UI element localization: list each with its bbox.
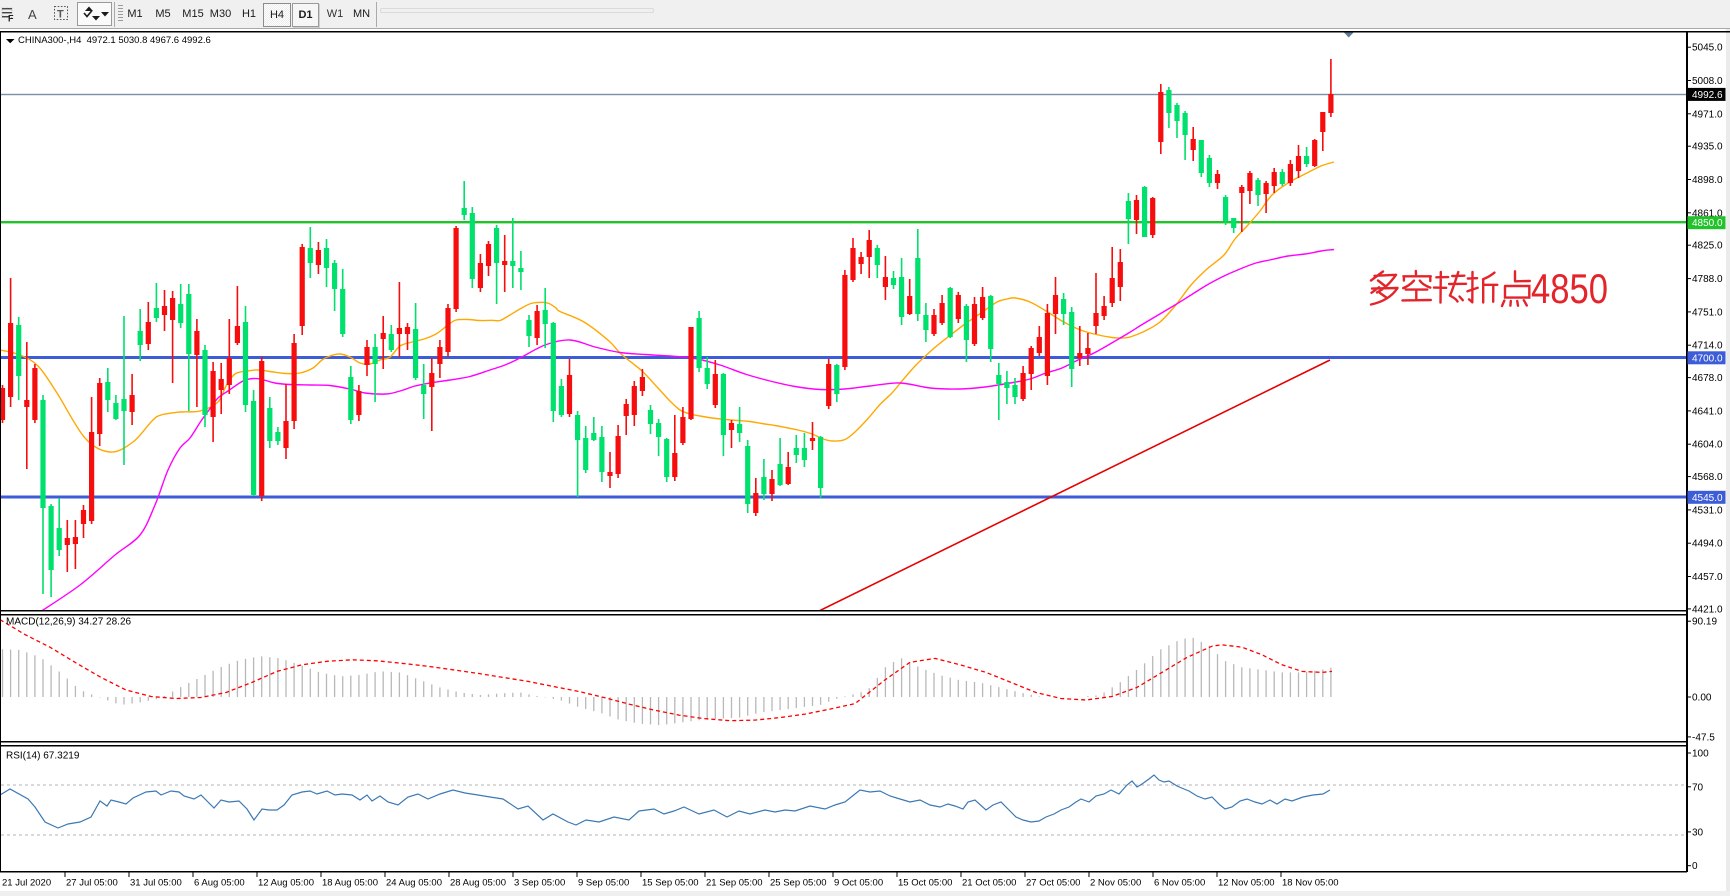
svg-text:25 Sep 05:00: 25 Sep 05:00 <box>770 878 827 889</box>
svg-text:4678.0: 4678.0 <box>1692 373 1723 384</box>
svg-text:21 Oct 05:00: 21 Oct 05:00 <box>962 878 1016 889</box>
svg-text:4714.0: 4714.0 <box>1692 341 1723 352</box>
svg-text:12 Nov 05:00: 12 Nov 05:00 <box>1218 878 1275 889</box>
svg-text:28 Aug 05:00: 28 Aug 05:00 <box>450 878 506 889</box>
svg-text:4457.0: 4457.0 <box>1692 572 1723 583</box>
svg-text:T: T <box>57 9 64 21</box>
svg-text:4788.0: 4788.0 <box>1692 274 1723 285</box>
svg-text:F: F <box>8 14 14 24</box>
svg-text:4898.0: 4898.0 <box>1692 175 1723 186</box>
svg-text:4604.0: 4604.0 <box>1692 440 1723 451</box>
svg-text:18 Nov 05:00: 18 Nov 05:00 <box>1282 878 1339 889</box>
svg-text:4861.0: 4861.0 <box>1692 208 1723 219</box>
svg-text:2 Nov 05:00: 2 Nov 05:00 <box>1090 878 1141 889</box>
svg-text:24 Aug 05:00: 24 Aug 05:00 <box>386 878 442 889</box>
svg-text:4971.0: 4971.0 <box>1692 109 1723 120</box>
svg-text:31 Jul 05:00: 31 Jul 05:00 <box>130 878 182 889</box>
svg-text:9 Oct 05:00: 9 Oct 05:00 <box>834 878 883 889</box>
svg-text:4641.0: 4641.0 <box>1692 406 1723 417</box>
svg-text:0: 0 <box>1692 861 1698 872</box>
svg-text:4421.0: 4421.0 <box>1692 604 1723 615</box>
svg-text:70: 70 <box>1692 782 1704 793</box>
svg-text:A: A <box>28 7 37 22</box>
svg-text:4935.0: 4935.0 <box>1692 142 1723 153</box>
svg-text:CHINA300-,H4 4972.1 5030.8 49: CHINA300-,H4 4972.1 5030.8 4967.6 4992.6 <box>18 35 211 46</box>
svg-text:3 Sep 05:00: 3 Sep 05:00 <box>514 878 565 889</box>
svg-text:4992.6: 4992.6 <box>1692 90 1723 101</box>
svg-text:27 Jul 05:00: 27 Jul 05:00 <box>66 878 118 889</box>
svg-text:-47.5: -47.5 <box>1692 732 1715 743</box>
svg-text:30: 30 <box>1692 827 1704 838</box>
svg-text:4850.0: 4850.0 <box>1692 218 1723 229</box>
svg-text:4545.0: 4545.0 <box>1692 493 1723 504</box>
svg-text:21 Jul 2020: 21 Jul 2020 <box>2 878 51 889</box>
svg-text:4825.0: 4825.0 <box>1692 241 1723 252</box>
svg-text:4751.0: 4751.0 <box>1692 307 1723 318</box>
svg-text:18 Aug 05:00: 18 Aug 05:00 <box>322 878 378 889</box>
svg-text:15 Sep 05:00: 15 Sep 05:00 <box>642 878 699 889</box>
svg-text:4531.0: 4531.0 <box>1692 505 1723 516</box>
svg-text:5045.0: 5045.0 <box>1692 43 1723 54</box>
svg-text:4700.0: 4700.0 <box>1692 353 1723 364</box>
svg-text:6 Nov 05:00: 6 Nov 05:00 <box>1154 878 1205 889</box>
svg-text:27 Oct 05:00: 27 Oct 05:00 <box>1026 878 1080 889</box>
svg-text:9 Sep 05:00: 9 Sep 05:00 <box>578 878 629 889</box>
svg-text:4494.0: 4494.0 <box>1692 539 1723 550</box>
svg-text:5008.0: 5008.0 <box>1692 76 1723 87</box>
svg-text:12 Aug 05:00: 12 Aug 05:00 <box>258 878 314 889</box>
svg-text:6 Aug 05:00: 6 Aug 05:00 <box>194 878 245 889</box>
svg-text:21 Sep 05:00: 21 Sep 05:00 <box>706 878 763 889</box>
svg-text:90.19: 90.19 <box>1692 617 1717 628</box>
svg-text:RSI(14) 67.3219: RSI(14) 67.3219 <box>6 751 80 762</box>
svg-text:0.00: 0.00 <box>1692 693 1712 704</box>
svg-text:15 Oct 05:00: 15 Oct 05:00 <box>898 878 952 889</box>
svg-text:MACD(12,26,9) 34.27 28.26: MACD(12,26,9) 34.27 28.26 <box>6 617 132 628</box>
svg-text:4568.0: 4568.0 <box>1692 472 1723 483</box>
svg-text:100: 100 <box>1692 749 1709 760</box>
svg-text:4850: 4850 <box>1531 265 1608 312</box>
